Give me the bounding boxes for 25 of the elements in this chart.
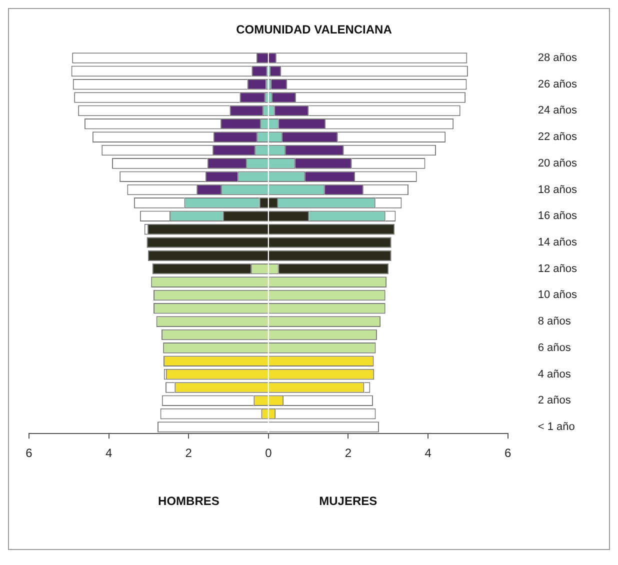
y-tick-label: 14 años [538,236,578,249]
y-tick-label: 28 años [538,52,578,64]
y-tick-label: 8 años [538,316,572,328]
x-tick-label: 0 [265,446,272,460]
chart-title: COMUNIDAD VALENCIANA [236,22,392,37]
y-tick-label: 20 años [538,157,578,170]
y-tick-label: 26 años [538,78,578,90]
y-tick-label: 16 años [538,210,578,222]
y-tick-label: 22 años [538,131,578,144]
x-tick-label: 6 [26,446,33,460]
text: MUJERES [319,494,378,508]
y-tick-label: 2 años [538,394,572,407]
y-tick-label: 6 años [538,342,572,354]
x-tick-label: 4 [424,446,432,460]
y-tick-label: 12 años [538,262,578,275]
y-tick-label: 4 años [538,368,572,380]
y-tick-label: 24 años [538,104,578,117]
x-tick-label: 6 [504,446,512,460]
x-tick-label: 2 [344,446,352,460]
y-tick-label: 10 años [538,289,578,302]
x-tick-label: 4 [105,446,112,460]
x-tick-label: 2 [185,446,192,460]
y-tick-label: 18 años [538,184,578,196]
y-tick-label: < 1 año [538,421,575,434]
text: HOMBRES [158,494,220,508]
